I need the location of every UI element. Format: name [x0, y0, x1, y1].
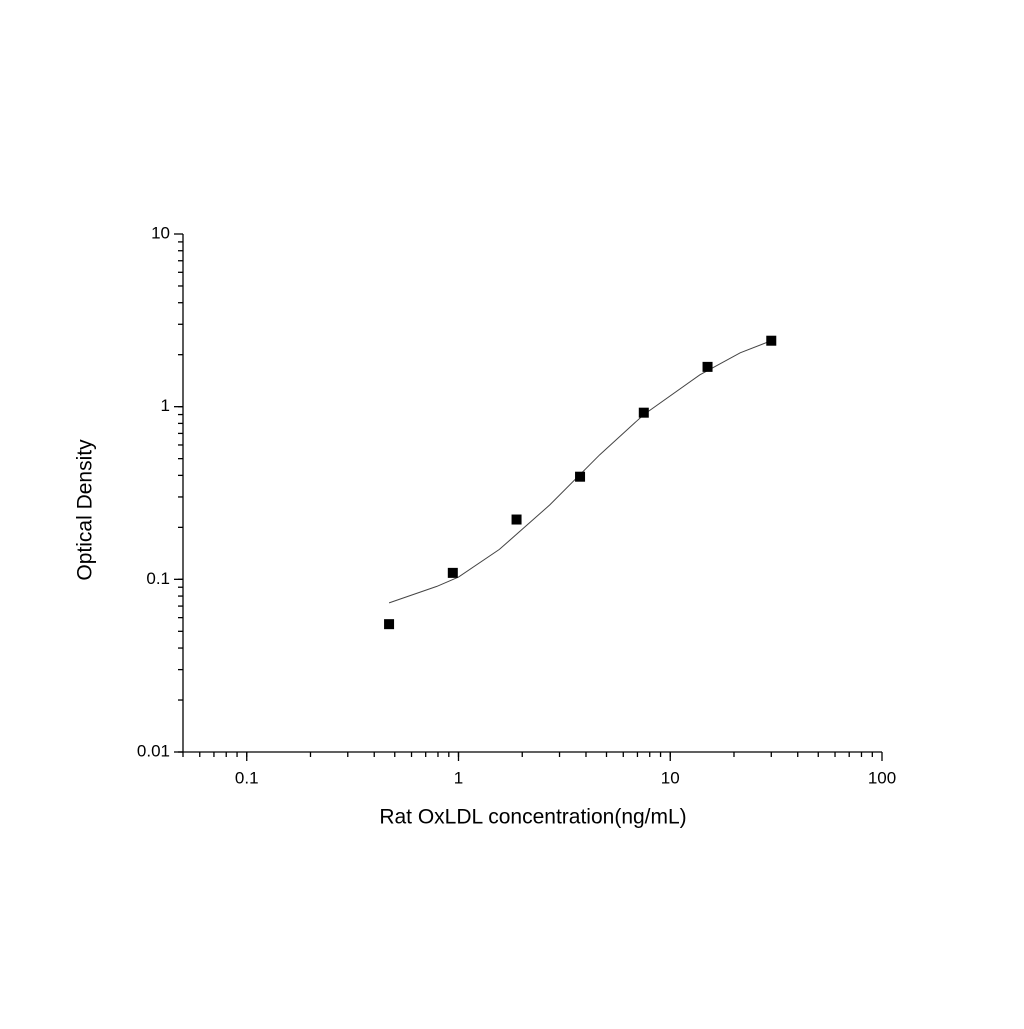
y-tick-label: 0.01 — [137, 741, 170, 760]
point — [702, 361, 713, 372]
point — [511, 514, 522, 525]
point — [447, 567, 458, 578]
y-tick-label: 0.1 — [146, 569, 170, 588]
point — [384, 619, 395, 630]
x-tick-label: 100 — [868, 768, 896, 787]
x-tick-label: 1 — [454, 768, 463, 787]
point — [638, 407, 649, 418]
x-tick-label: 10 — [661, 768, 680, 787]
y-axis-title: Optical Density — [74, 439, 97, 581]
point — [766, 335, 777, 346]
fit-curve — [388, 340, 772, 604]
y-tick-label: 1 — [161, 396, 170, 415]
x-axis-title: Rat OxLDL concentration(ng/mL) — [379, 806, 686, 829]
y-tick-label: 10 — [151, 223, 170, 242]
x-tick-label: 0.1 — [235, 768, 259, 787]
point — [575, 471, 586, 482]
